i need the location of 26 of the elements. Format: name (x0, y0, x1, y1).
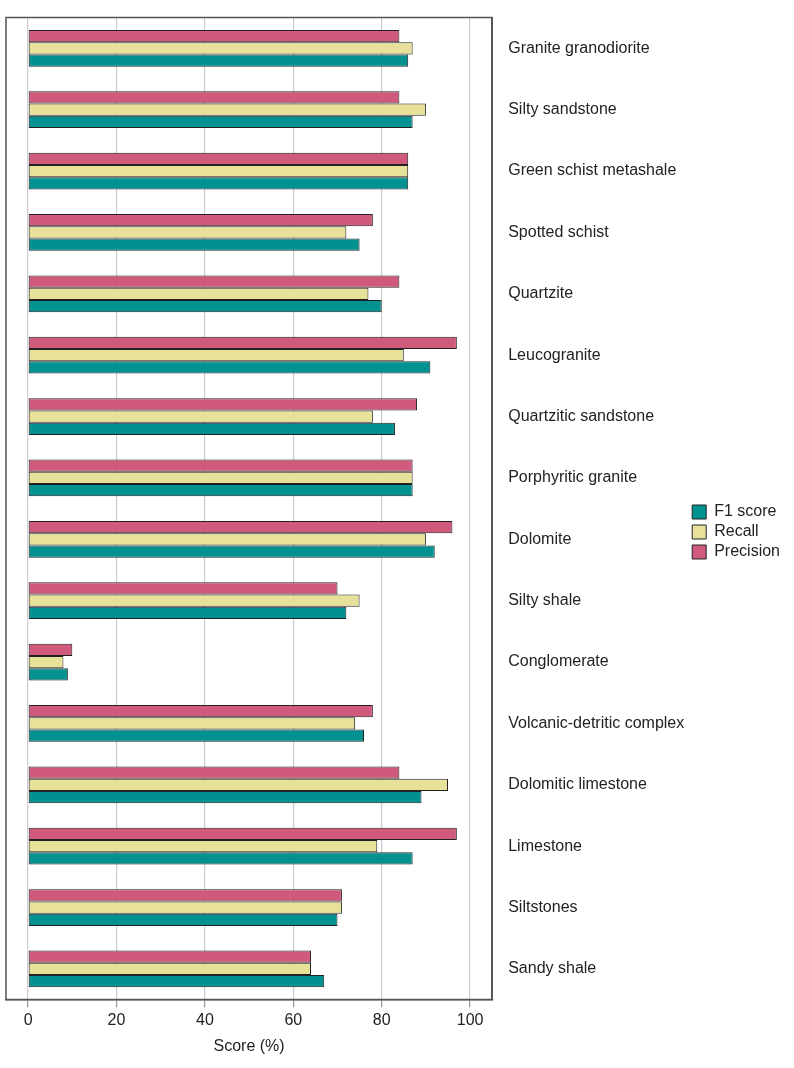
y-tick-label: Spotted schist (508, 222, 610, 240)
y-tick-label: Silty shale (508, 591, 582, 609)
y-tick-label: Quartzite (508, 284, 574, 302)
y-tick-label: Green schist metashale (508, 161, 677, 179)
legend-label: F1 score (714, 502, 777, 520)
y-tick-label: Silty sandstone (508, 100, 617, 118)
y-tick-label: Conglomerate (508, 652, 609, 670)
x-tick-label: 0 (23, 1010, 33, 1028)
legend-label: Recall (714, 522, 759, 540)
legend-label: Precision (714, 542, 781, 560)
y-tick-label: Sandy shale (508, 959, 597, 977)
y-tick-label: Quartzitic sandstone (508, 406, 655, 424)
x-tick-label: 20 (107, 1010, 126, 1028)
y-tick-label: Volcanic-detritic complex (508, 713, 685, 731)
y-tick-label: Dolomite (508, 529, 572, 547)
y-tick-label: Dolomitic limestone (508, 775, 648, 793)
y-tick-label: Leucogranite (508, 345, 601, 363)
x-tick-label: 100 (456, 1010, 484, 1028)
x-tick-label: 60 (284, 1010, 303, 1028)
y-tick-label: Porphyritic granite (508, 468, 638, 486)
x-axis-title: Score (%) (213, 1036, 285, 1054)
x-tick-label: 40 (196, 1010, 214, 1028)
y-tick-label: Limestone (508, 836, 583, 854)
y-tick-label: Siltstones (508, 897, 578, 915)
x-tick-label: 80 (372, 1010, 391, 1028)
y-tick-label: Granite granodiorite (508, 38, 650, 56)
